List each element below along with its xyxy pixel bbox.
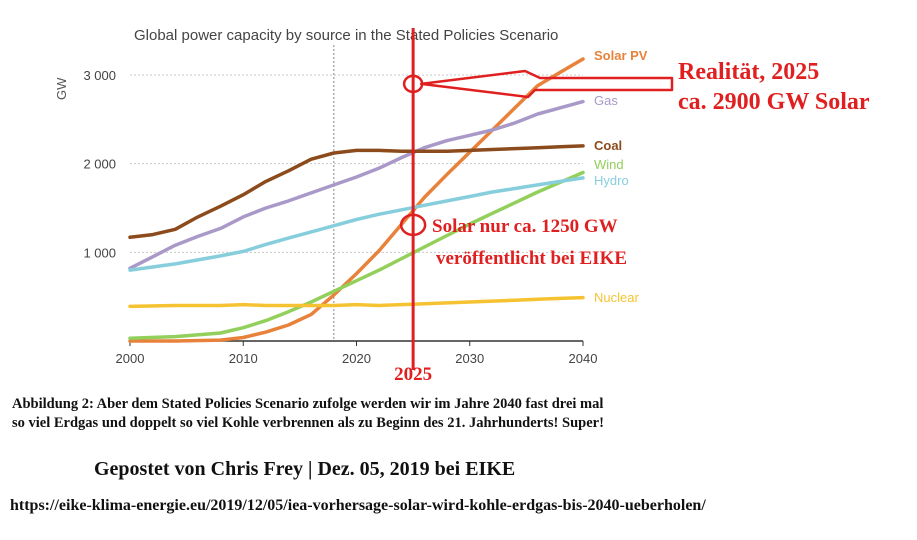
legend-label-hydro: Hydro (594, 173, 629, 188)
power-capacity-chart: Global power capacity by source in the S… (54, 27, 870, 385)
x-tick-label-2030: 2030 (455, 351, 484, 366)
eike-solar-line-1: Solar nur ca. 1250 GW (432, 216, 618, 237)
x-tick-label-2000: 2000 (116, 351, 145, 366)
realitaet-line-1: Realität, 2025 (678, 59, 819, 85)
caption-line-2: so viel Erdgas und doppelt so viel Kohle… (12, 415, 604, 431)
y-tick-label-2000: 2 000 (83, 157, 116, 172)
legend-label-gas: Gas (594, 93, 618, 108)
legend-label-solar-pv: Solar PV (594, 48, 648, 63)
x-tick-label-2040: 2040 (569, 351, 598, 366)
posted-by: Gepostet von Chris Frey | Dez. 05, 2019 … (94, 458, 516, 480)
source-url[interactable]: https://eike-klima-energie.eu/2019/12/05… (10, 497, 706, 514)
y-axis-label: GW (54, 77, 69, 100)
chart-title: Global power capacity by source in the S… (134, 27, 558, 44)
y-tick-label-1000: 1 000 (83, 245, 116, 260)
series-line-hydro (128, 176, 585, 272)
series-line-coal (128, 144, 585, 240)
legend-label-nuclear: Nuclear (594, 290, 639, 305)
legend-label-coal: Coal (594, 138, 622, 153)
series-line-gas (128, 99, 585, 271)
arrow-to-circle (419, 69, 674, 99)
series-line-nuclear (128, 295, 585, 309)
legend-label-wind: Wind (594, 157, 624, 172)
series-line-solar-pv (128, 57, 585, 343)
x-tick-label-2010: 2010 (229, 351, 258, 366)
caption-line-1: Abbildung 2: Aber dem Stated Policies Sc… (12, 396, 604, 412)
circle-mid (399, 213, 427, 237)
figure-caption: Abbildung 2: Aber dem Stated Policies Sc… (12, 395, 912, 433)
y-tick-label-3000: 3 000 (83, 68, 116, 83)
x-tick-label-2020: 2020 (342, 351, 371, 366)
marker-year-label: 2025 (394, 364, 432, 385)
series-line-wind (128, 170, 585, 341)
realitaet-line-2: ca. 2900 GW Solar (678, 89, 870, 115)
eike-solar-line-2: veröffentlicht bei EIKE (436, 248, 627, 269)
